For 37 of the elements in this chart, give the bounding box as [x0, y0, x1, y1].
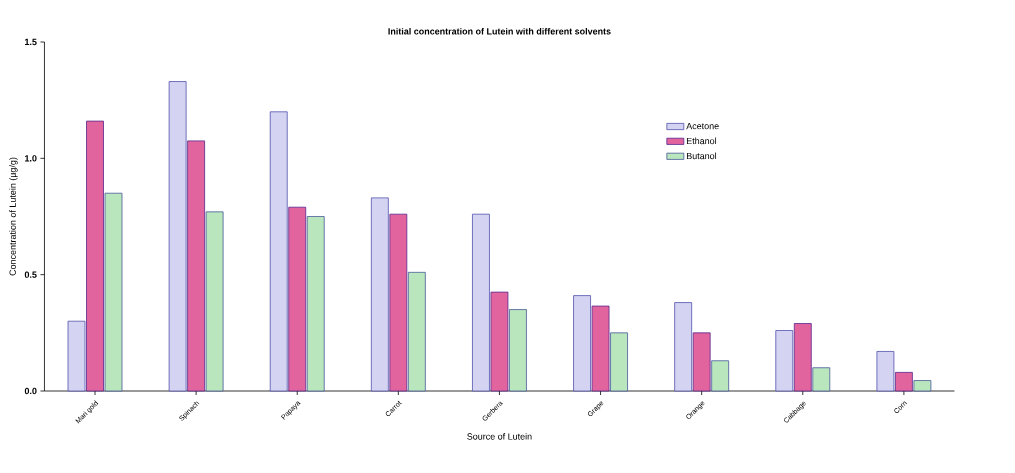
bar [86, 120, 104, 392]
chart-title: Initial concentration of Lutein with different solvents [388, 27, 611, 35]
bar [370, 197, 389, 392]
y-axis-title: Concentration of Lutein (µg/g) [9, 157, 18, 276]
bar [894, 371, 913, 392]
bar [205, 211, 224, 392]
bar [775, 330, 794, 392]
bar [509, 309, 527, 392]
legend-label: Butanol [686, 152, 717, 160]
bar [472, 213, 490, 392]
bar [490, 291, 509, 392]
bar [407, 271, 426, 392]
y-tick-label: 1.5 [25, 38, 37, 46]
bar [104, 192, 123, 392]
bar [187, 140, 206, 392]
bar [288, 206, 307, 392]
bar [913, 380, 932, 392]
bar [793, 323, 812, 392]
y-tick-label: 0.0 [24, 387, 37, 395]
bar [573, 295, 591, 392]
bar [168, 81, 187, 392]
bar [812, 367, 831, 392]
bar [591, 305, 610, 392]
bar [306, 216, 325, 392]
y-tick-label: 1.0 [25, 155, 37, 162]
x-axis-title: Source of Lutein [467, 433, 532, 440]
bar [610, 332, 628, 392]
bar [389, 213, 408, 392]
legend-label: Acetone [686, 122, 719, 130]
bar [711, 360, 730, 392]
y-tick-label: 0.5 [24, 271, 37, 278]
bar [674, 302, 693, 392]
legend-label: Ethanol [686, 137, 717, 145]
bar [692, 332, 711, 392]
bar [269, 111, 288, 392]
bar [67, 320, 86, 392]
bar [876, 351, 895, 392]
